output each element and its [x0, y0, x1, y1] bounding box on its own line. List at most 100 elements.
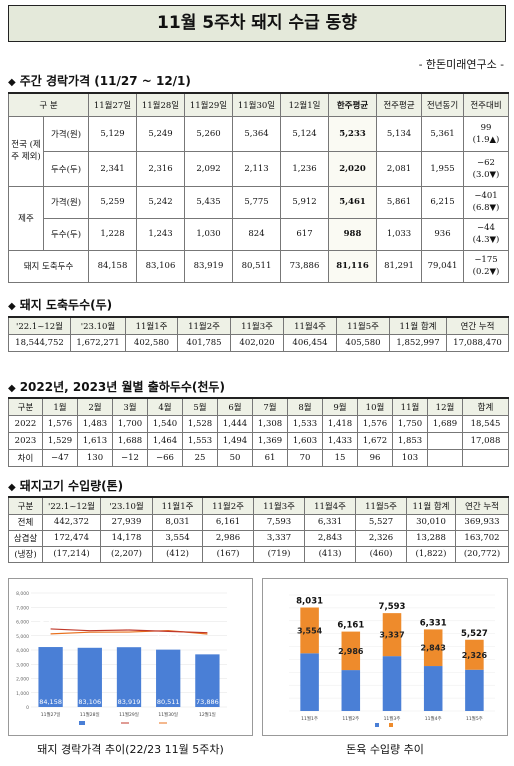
- data-label: 5,403: [118, 621, 140, 629]
- header-cell: 11월2주: [202, 496, 254, 515]
- header-cell: 구 분: [8, 92, 89, 117]
- table-cell: 2023: [8, 431, 43, 450]
- header-cell: 12월1일: [280, 92, 329, 117]
- table-cell: 6,215: [421, 185, 464, 219]
- legend-swatch: [79, 721, 85, 725]
- table-cell: 163,702: [455, 529, 509, 547]
- table-cell: 5,242: [136, 185, 185, 219]
- table-cell: 6,331: [304, 513, 356, 531]
- y-tick-label: 4,000: [16, 648, 29, 654]
- table-cell: 1,243: [136, 217, 185, 251]
- table-cell: 5,364: [232, 115, 281, 152]
- table-cell: 18,545: [462, 414, 509, 433]
- header-cell: '23.10월: [100, 496, 153, 515]
- table-cell: 2,316: [136, 150, 185, 187]
- series-line: [50, 628, 208, 634]
- x-tick-label: 11월27일: [41, 711, 61, 718]
- table-cell: 5,249: [136, 115, 185, 152]
- table-cell: 2,326: [355, 529, 407, 547]
- table-cell: −66: [147, 448, 183, 467]
- table-cell: 1,852,997: [389, 333, 447, 352]
- table-cell: 406,454: [283, 333, 337, 352]
- y-tick-label: 1,000: [16, 691, 29, 697]
- header-cell: 구분: [8, 397, 43, 416]
- header-cell: 11월4주: [304, 496, 356, 515]
- header-cell: 7월: [252, 397, 288, 416]
- table-cell: 3,554: [152, 529, 203, 547]
- data-label: 5,355: [79, 622, 101, 630]
- table-cell: 17,088,470: [446, 333, 509, 352]
- table-cell: (719): [253, 545, 305, 563]
- table-cell: 5,435: [184, 185, 233, 219]
- header-cell: 11월5주: [355, 496, 407, 515]
- x-tick-label: 11월29일: [119, 711, 139, 718]
- table-cell: 5,361: [421, 115, 464, 152]
- total-label: 6,331: [420, 618, 447, 628]
- header-cell: 연간 누적: [455, 496, 509, 515]
- data-label: 2,843: [421, 644, 446, 653]
- table-cell: 5,861: [376, 185, 422, 219]
- table-cell: 84,158: [88, 249, 137, 283]
- bar-belly: [465, 639, 484, 670]
- table-cell: 5,775: [232, 185, 281, 219]
- table-cell: 83,919: [184, 249, 233, 283]
- x-tick-label: 12월1일: [199, 711, 216, 718]
- import-chart-panel: 3,554 8,031 11월1주 2,986 6,161 11월2주 3,337 7,593…: [262, 578, 508, 736]
- table-cell: 1,540: [147, 414, 183, 433]
- bar-other: [382, 656, 402, 711]
- table-cell: (1,822): [406, 545, 456, 563]
- total-label: 6,161: [337, 621, 364, 631]
- bar-belly: [341, 631, 361, 671]
- legend-swatch: [375, 723, 379, 727]
- table-cell: 1,750: [392, 414, 428, 433]
- section-title: 돼지고기 수입량(톤): [19, 479, 124, 493]
- y-tick-label: 7,000: [16, 605, 29, 611]
- table-cell: 1,308: [252, 414, 288, 433]
- y-tick-label: 2,000: [16, 677, 29, 683]
- table-cell: 81,291: [376, 249, 422, 283]
- total-label: 7,593: [379, 602, 406, 612]
- table-cell: 96: [357, 448, 393, 467]
- diff-value: −175: [474, 255, 498, 265]
- header-cell: 12월: [427, 397, 463, 416]
- header-cell: 11월3주: [230, 316, 284, 335]
- table-cell: 1,444: [217, 414, 253, 433]
- data-label: 5,129: [40, 637, 62, 645]
- data-label: 5,260: [118, 635, 140, 643]
- table-cell: 61: [252, 448, 288, 467]
- diff-rate: (6.8▼): [472, 203, 500, 213]
- bar-belly: [423, 629, 443, 667]
- bar-belly: [300, 607, 319, 654]
- header-cell: 11월27일: [88, 92, 137, 117]
- table-cell: 2,081: [376, 150, 422, 187]
- header-cell: 5월: [182, 397, 218, 416]
- weekly-price-table: 구 분 11월27일 11월28일 11월29일 11월30일 12월1일 한주…: [8, 92, 509, 283]
- table-cell: 2,092: [184, 150, 233, 187]
- table-cell: 삼겹살: [8, 529, 43, 547]
- x-tick-label: 11월3주: [384, 715, 401, 722]
- price-chart: 0 1,000 2,000 3,000 4,000 5,000 6,000 7,000 8,00…: [16, 591, 227, 725]
- table-cell: 1,955: [421, 150, 464, 187]
- table-cell: 988: [328, 217, 377, 251]
- diff-value: 99: [480, 122, 492, 133]
- data-label: 3,337: [379, 631, 404, 640]
- table-cell: 17,088: [462, 431, 509, 450]
- header-cell: 한주평균: [328, 92, 377, 117]
- table-cell: 1,553: [182, 431, 218, 450]
- price-chart-caption: 돼지 경락가격 추이(22/23 11월 5주차): [37, 743, 224, 756]
- table-cell: (2,207): [100, 545, 153, 563]
- section-bullet: ◆: [8, 77, 16, 88]
- x-tick-label: 11월28일: [80, 711, 100, 718]
- table-cell: 1,700: [112, 414, 148, 433]
- table-cell: 79,041: [421, 249, 464, 283]
- table-cell: 25: [182, 448, 218, 467]
- table-cell: 1,576: [42, 414, 78, 433]
- legend-swatch: [389, 723, 393, 727]
- table-cell: 5,461: [328, 185, 377, 219]
- table-cell: 5,259: [88, 185, 137, 219]
- table-cell: 1,030: [184, 217, 233, 251]
- table-cell: 2,843: [304, 529, 356, 547]
- header-cell: '22.1~12월: [8, 316, 71, 335]
- table-cell: 1,576: [357, 414, 393, 433]
- data-label: 5,364: [157, 634, 179, 642]
